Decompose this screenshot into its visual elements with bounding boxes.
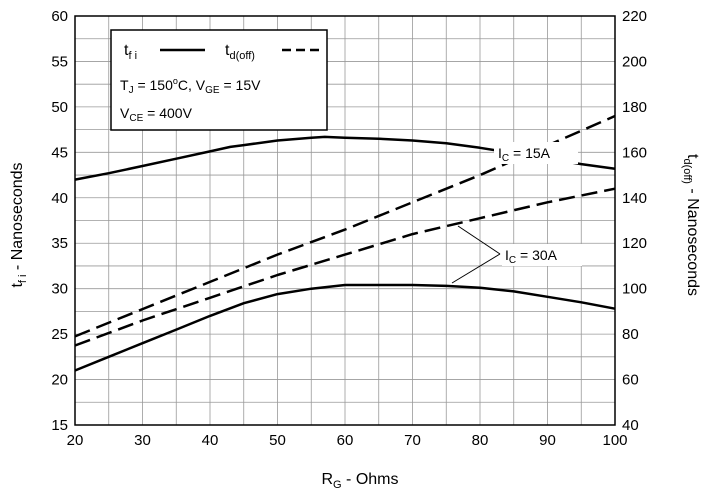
x-tick-label: 50 xyxy=(269,432,286,449)
y-right-axis-label: td(off) - Nanoseconds xyxy=(681,154,701,296)
y-right-tick-labels: 40 60 80 100 120 140 160 180 200 220 xyxy=(622,8,647,434)
annotation-ic30-bg xyxy=(502,244,582,266)
y-left-tick-label: 20 xyxy=(51,372,68,389)
y-left-tick-label: 40 xyxy=(51,190,68,207)
x-tick-label: 30 xyxy=(134,432,151,449)
y-left-axis-label: tf i - Nanoseconds xyxy=(9,162,29,287)
y-right-tick-label: 80 xyxy=(622,326,639,343)
y-right-tick-label: 100 xyxy=(622,281,647,298)
y-left-tick-label: 35 xyxy=(51,235,68,252)
x-axis-label: RG - Ohms xyxy=(321,471,398,491)
y-right-tick-label: 180 xyxy=(622,99,647,116)
legend-dashed-label: td(off) xyxy=(225,42,255,62)
plot-border xyxy=(74,15,616,426)
series-line-solid-2 xyxy=(74,283,616,372)
y-left-tick-label: 55 xyxy=(51,53,68,70)
y-right-tick-label: 60 xyxy=(622,372,639,389)
annotation-ic15: IC = 15A xyxy=(498,145,551,164)
y-right-tick-label: 200 xyxy=(622,53,647,70)
x-tick-label: 20 xyxy=(67,432,84,449)
annotation-ic30-leader-upper xyxy=(457,225,501,255)
y-right-tick-label: 140 xyxy=(622,190,647,207)
annotation-ic30-leader-lower xyxy=(451,253,501,284)
y-right-tick-label: 120 xyxy=(622,235,647,252)
y-left-tick-label: 15 xyxy=(51,417,68,434)
y-left-tick-label: 60 xyxy=(51,8,68,25)
y-right-tick-label: 220 xyxy=(622,8,647,25)
y-left-tick-labels: 15 20 25 30 35 40 45 50 55 60 xyxy=(51,8,68,434)
plot-frame xyxy=(74,15,616,426)
x-tick-label: 70 xyxy=(404,432,421,449)
x-tick-label: 90 xyxy=(539,432,556,449)
x-tick-label: 40 xyxy=(202,432,219,449)
legend-solid-label: tf i xyxy=(124,42,137,62)
y-left-tick-label: 25 xyxy=(51,326,68,343)
x-tick-label: 80 xyxy=(472,432,489,449)
x-tick-labels: 20 30 40 50 60 70 80 90 100 xyxy=(67,432,628,449)
y-left-tick-label: 50 xyxy=(51,99,68,116)
y-right-tick-label: 160 xyxy=(622,144,647,161)
series-line-dashed-4 xyxy=(74,187,616,347)
legend-box xyxy=(110,29,328,131)
x-tick-label: 60 xyxy=(337,432,354,449)
legend-condition-2: VCE = 400V xyxy=(120,105,193,124)
annotation-ic15-bg xyxy=(494,142,578,164)
y-right-tick-label: 40 xyxy=(622,417,639,434)
annotation-ic30: IC = 30A xyxy=(505,247,558,266)
x-tick-label: 100 xyxy=(602,432,627,449)
legend-condition-1: TJ = 150oC, VGE = 15V xyxy=(120,76,261,96)
y-left-tick-label: 30 xyxy=(51,281,68,298)
y-left-tick-label: 45 xyxy=(51,144,68,161)
